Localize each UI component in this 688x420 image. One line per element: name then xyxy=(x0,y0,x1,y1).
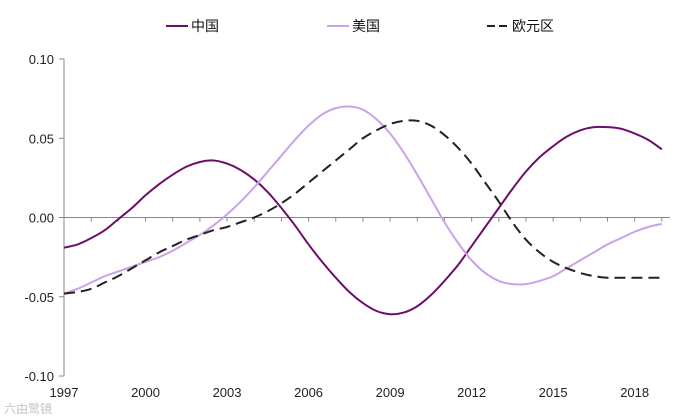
chart-legend: 中国 美国 欧元区 xyxy=(166,18,554,34)
y-tick-label: 0.05 xyxy=(29,131,54,146)
x-tick-label: 2018 xyxy=(620,385,649,400)
watermark-text: 六由鹭镜 xyxy=(4,402,53,416)
series-line xyxy=(63,119,662,295)
chart-series xyxy=(63,105,663,316)
series-line xyxy=(63,125,663,316)
x-tick-label: 2009 xyxy=(376,385,405,400)
legend-label: 美国 xyxy=(352,18,380,34)
y-tick-label: -0.10 xyxy=(24,369,54,384)
legend-label: 欧元区 xyxy=(512,18,554,34)
x-tick-label: 2000 xyxy=(131,385,160,400)
x-tick-label: 2012 xyxy=(457,385,486,400)
x-tick-label: 2006 xyxy=(294,385,323,400)
series-line xyxy=(63,105,663,295)
x-tick-label: 1997 xyxy=(50,385,79,400)
y-tick-label: 0.00 xyxy=(29,211,54,226)
x-tick-label: 2015 xyxy=(539,385,568,400)
legend-label: 中国 xyxy=(191,18,219,34)
y-tick-label: 0.10 xyxy=(29,52,54,67)
x-tick-label: 2003 xyxy=(213,385,242,400)
y-tick-label: -0.05 xyxy=(24,290,54,305)
